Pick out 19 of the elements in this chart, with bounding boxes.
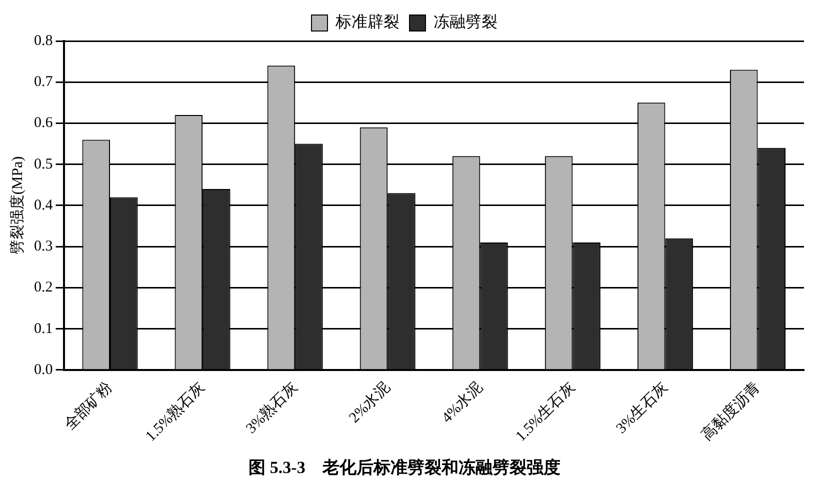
y-tick-label: 0.1 — [34, 320, 53, 337]
x-tick-label: 高黏度沥青 — [698, 378, 764, 444]
y-tick-label: 0.6 — [34, 115, 54, 132]
x-tick-label: 4%水泥 — [438, 378, 486, 426]
x-tick-label: 2%水泥 — [346, 378, 394, 426]
legend-label: 标准辟裂 — [334, 13, 400, 32]
y-tick-label: 0.4 — [34, 197, 54, 214]
y-axis-title: 劈裂强度(MPa) — [8, 156, 26, 255]
y-tick-label: 0.3 — [34, 238, 53, 255]
x-tick-label: 全部矿粉 — [61, 378, 116, 434]
x-tick-label: 3%熟石灰 — [242, 378, 301, 437]
legend-label: 冻融劈裂 — [434, 13, 498, 32]
text: 0.0 — [34, 362, 53, 378]
text: 图 5.3-3 老化后标准劈裂和冻融劈裂强度 — [248, 458, 560, 478]
y-tick-label: 0.2 — [34, 280, 53, 296]
x-tick-label: 3%生石灰 — [612, 378, 671, 437]
y-tick-label: 0.5 — [34, 156, 53, 172]
y-tick-label: 0.8 — [34, 32, 53, 49]
y-tick-label: 0.7 — [34, 74, 54, 90]
